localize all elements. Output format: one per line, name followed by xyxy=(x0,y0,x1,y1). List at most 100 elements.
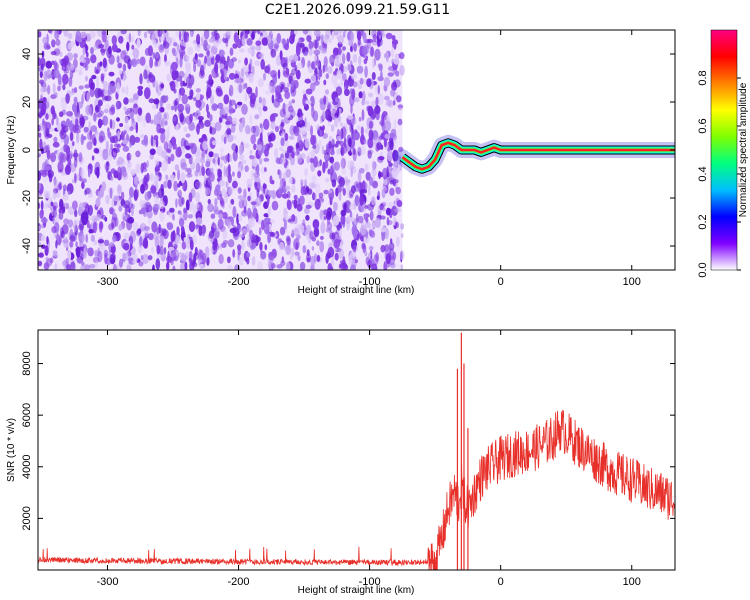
noise-speckle xyxy=(189,113,193,123)
snr-y-tick-label: 2000 xyxy=(21,506,33,530)
noise-speckle xyxy=(338,263,342,269)
noise-speckle xyxy=(297,223,305,234)
noise-speckle xyxy=(163,247,167,255)
noise-speckle xyxy=(264,244,268,251)
noise-speckle xyxy=(353,42,357,52)
noise-speckle xyxy=(320,221,326,234)
noise-speckle xyxy=(38,57,42,67)
noise-speckle xyxy=(58,211,64,220)
noise-speckle xyxy=(69,131,74,142)
noise-speckle xyxy=(111,43,118,53)
noise-speckle xyxy=(224,113,228,120)
noise-speckle xyxy=(85,75,88,82)
noise-speckle xyxy=(380,244,386,253)
noise-speckle xyxy=(263,223,270,235)
noise-speckle xyxy=(289,253,293,261)
noise-speckle xyxy=(64,243,69,248)
noise-speckle xyxy=(199,64,205,77)
noise-speckle xyxy=(215,184,221,194)
noise-speckle xyxy=(45,44,51,49)
noise-speckle xyxy=(72,103,77,113)
noise-speckle xyxy=(67,190,71,196)
noise-speckle xyxy=(225,120,231,125)
noise-speckle xyxy=(320,235,324,240)
noise-speckle xyxy=(232,249,236,258)
noise-speckle xyxy=(137,244,143,254)
noise-speckle xyxy=(63,30,69,37)
noise-speckle xyxy=(133,188,140,199)
colorbar-tick-label: 0.6 xyxy=(697,118,709,133)
noise-speckle xyxy=(172,214,175,221)
noise-speckle xyxy=(340,77,344,88)
noise-speckle xyxy=(103,80,108,90)
noise-speckle xyxy=(227,239,235,248)
noise-speckle xyxy=(60,230,65,239)
noise-speckle xyxy=(318,139,322,148)
noise-speckle xyxy=(113,148,120,153)
noise-speckle xyxy=(306,249,310,257)
noise-speckle xyxy=(334,252,339,261)
noise-speckle xyxy=(41,170,48,177)
noise-speckle xyxy=(323,79,327,86)
noise-speckle xyxy=(369,176,374,186)
noise-speckle xyxy=(260,251,267,261)
noise-speckle xyxy=(69,40,76,48)
noise-speckle xyxy=(80,168,85,180)
noise-speckle xyxy=(53,178,58,190)
noise-speckle xyxy=(90,82,95,90)
noise-speckle xyxy=(120,50,127,60)
noise-speckle xyxy=(181,94,189,105)
noise-speckle xyxy=(351,73,357,80)
noise-speckle xyxy=(129,186,134,198)
noise-speckle xyxy=(222,240,229,245)
noise-speckle xyxy=(122,139,129,145)
noise-speckle xyxy=(253,125,260,137)
noise-speckle xyxy=(184,261,188,270)
noise-speckle xyxy=(304,78,312,84)
noise-speckle xyxy=(50,152,57,163)
noise-speckle xyxy=(46,258,53,267)
noise-speckle xyxy=(364,65,368,78)
noise-speckle xyxy=(132,93,139,101)
noise-speckle xyxy=(140,255,144,261)
noise-speckle xyxy=(400,223,404,230)
noise-speckle xyxy=(312,145,317,149)
noise-speckle xyxy=(392,133,397,140)
noise-speckle xyxy=(389,187,395,196)
snr-line xyxy=(38,332,675,570)
noise-speckle xyxy=(294,251,300,256)
noise-speckle xyxy=(207,203,214,213)
noise-speckle xyxy=(40,107,46,116)
noise-speckle xyxy=(72,179,75,184)
noise-speckle xyxy=(72,141,75,147)
noise-speckle xyxy=(217,156,220,166)
noise-speckle xyxy=(343,65,348,73)
noise-speckle xyxy=(375,96,379,107)
noise-speckle xyxy=(212,153,219,158)
noise-speckle xyxy=(367,38,374,43)
noise-speckle xyxy=(341,126,347,139)
noise-speckle xyxy=(232,117,238,125)
noise-speckle xyxy=(129,59,136,65)
noise-speckle xyxy=(144,230,149,237)
noise-speckle xyxy=(371,72,376,80)
noise-speckle xyxy=(212,158,216,164)
noise-speckle xyxy=(376,142,383,151)
noise-speckle xyxy=(88,106,93,115)
noise-speckle xyxy=(363,58,368,65)
noise-speckle xyxy=(95,197,101,208)
noise-speckle xyxy=(376,37,383,47)
noise-speckle xyxy=(361,99,365,106)
noise-speckle xyxy=(311,106,315,118)
noise-speckle xyxy=(110,244,116,255)
noise-speckle xyxy=(362,137,366,145)
noise-speckle xyxy=(108,71,115,77)
noise-speckle xyxy=(172,143,177,150)
noise-speckle xyxy=(257,78,265,87)
track-core xyxy=(401,141,675,171)
noise-speckle xyxy=(251,169,254,181)
noise-speckle xyxy=(195,93,201,101)
noise-speckle xyxy=(100,73,105,82)
noise-speckle xyxy=(391,81,398,91)
